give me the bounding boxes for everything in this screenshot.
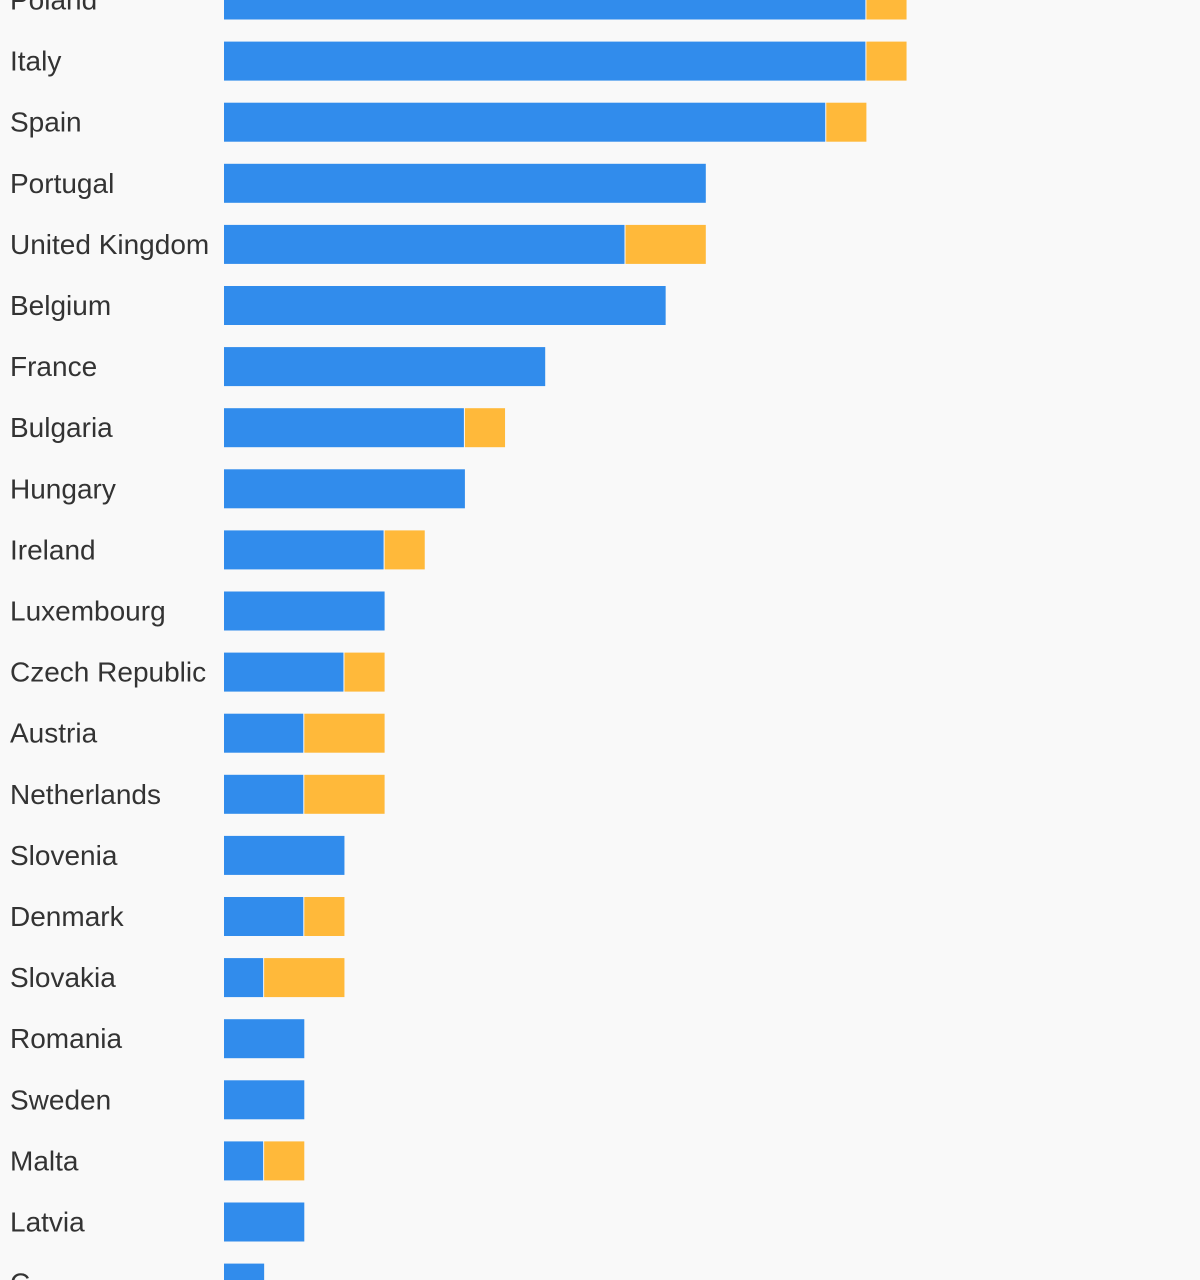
category-label-hungary: Hungary	[10, 473, 116, 504]
bar-segment-2-slovakia	[264, 958, 345, 998]
bar-segment-1-portugal	[224, 163, 706, 203]
bar-segment-1-c	[224, 1263, 265, 1280]
category-label-spain: Spain	[10, 107, 82, 138]
bar-segment-1-united-kingdom	[224, 224, 625, 264]
bar-segment-1-denmark	[224, 897, 304, 936]
bar-segment-1-slovenia	[224, 835, 345, 875]
bar-segment-1-netherlands	[224, 774, 304, 814]
category-label-czech-republic: Czech Republic	[10, 657, 206, 688]
category-label-italy: Italy	[10, 46, 61, 77]
category-label-denmark: Denmark	[10, 901, 125, 932]
bar-segment-2-ireland	[384, 530, 425, 570]
category-label-slovakia: Slovakia	[10, 962, 116, 993]
bar-segment-2-austria	[304, 713, 385, 753]
category-label-austria: Austria	[10, 718, 98, 749]
category-label-latvia: Latvia	[10, 1207, 85, 1238]
bar-segment-2-denmark	[304, 897, 345, 936]
category-label-sweden: Sweden	[10, 1084, 111, 1115]
category-label-ireland: Ireland	[10, 534, 96, 565]
bar-segment-1-czech-republic	[224, 652, 344, 692]
bar-segment-1-latvia	[224, 1202, 305, 1242]
category-label-france: France	[10, 351, 97, 382]
bar-segment-2-bulgaria	[464, 408, 506, 448]
category-label-bulgaria: Bulgaria	[10, 412, 113, 443]
bar-segment-2-czech-republic	[344, 652, 385, 692]
bar-segment-1-italy	[224, 41, 866, 81]
bar-segment-1-france	[224, 347, 546, 387]
bar-segment-2-united-kingdom	[625, 224, 706, 264]
bar-segment-1-belgium	[224, 286, 666, 325]
category-label-slovenia: Slovenia	[10, 840, 118, 871]
bar-segment-2-poland	[866, 0, 907, 20]
category-label-luxembourg: Luxembourg	[10, 596, 166, 627]
bar-segment-2-italy	[866, 41, 907, 81]
bars	[224, 0, 907, 1280]
bar-segment-1-ireland	[224, 530, 384, 570]
bar-segment-1-malta	[224, 1141, 264, 1181]
bar-segment-1-romania	[224, 1019, 305, 1059]
bar-segment-1-austria	[224, 713, 304, 753]
bar-segment-1-hungary	[224, 469, 465, 509]
category-labels: Poland Italy Spain Portugal United Kingdom Be…	[10, 0, 209, 1280]
category-label-united-kingdom: United Kingdom	[10, 229, 209, 260]
bar-segment-1-bulgaria	[224, 408, 464, 448]
bar-segment-2-malta	[264, 1141, 305, 1181]
category-label-belgium: Belgium	[10, 290, 111, 321]
bar-segment-1-slovakia	[224, 958, 264, 998]
category-label-portugal: Portugal	[10, 168, 114, 199]
bar-segment-1-luxembourg	[224, 591, 385, 631]
category-label-netherlands: Netherlands	[10, 779, 161, 810]
category-label-malta: Malta	[10, 1145, 79, 1176]
bar-segment-2-spain	[826, 102, 867, 142]
bar-segment-1-poland	[224, 0, 866, 20]
category-label-romania: Romania	[10, 1023, 122, 1054]
category-label-poland: Poland	[10, 0, 97, 16]
bar-segment-1-sweden	[224, 1080, 305, 1120]
bar-segment-2-netherlands	[304, 774, 385, 814]
bar-segment-1-spain	[224, 102, 826, 142]
category-label-c: C	[10, 1268, 30, 1280]
